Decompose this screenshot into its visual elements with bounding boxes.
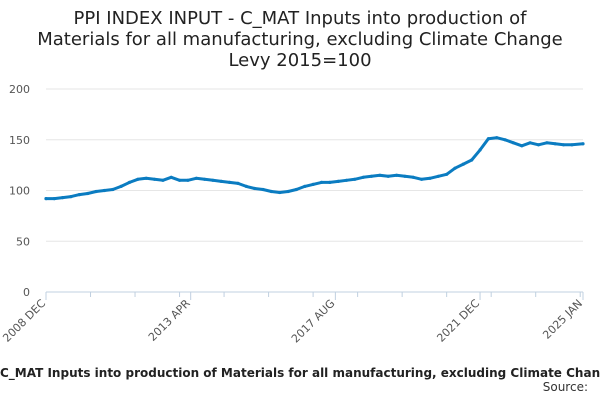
data-point[interactable] xyxy=(495,136,499,140)
data-point[interactable] xyxy=(111,187,115,192)
data-point[interactable] xyxy=(169,175,173,179)
data-point[interactable] xyxy=(228,180,232,184)
data-point[interactable] xyxy=(478,148,482,152)
x-tick-label: 2021 DEC xyxy=(434,297,482,345)
data-point[interactable] xyxy=(470,158,474,162)
y-tick-label: 100 xyxy=(9,185,30,198)
data-point[interactable] xyxy=(461,162,465,166)
data-point[interactable] xyxy=(236,181,240,185)
data-point[interactable] xyxy=(536,143,541,147)
data-point[interactable] xyxy=(545,141,549,145)
data-point[interactable] xyxy=(219,179,223,183)
data-point[interactable] xyxy=(102,188,106,193)
data-point[interactable] xyxy=(411,175,415,179)
data-point[interactable] xyxy=(511,141,515,145)
data-point[interactable] xyxy=(311,182,315,186)
data-point[interactable] xyxy=(77,193,81,197)
data-point[interactable] xyxy=(361,175,365,179)
data-point[interactable] xyxy=(303,184,307,188)
data-point[interactable] xyxy=(420,177,424,181)
data-point[interactable] xyxy=(144,176,148,180)
data-point[interactable] xyxy=(428,176,432,180)
x-tick-label: 2008 DEC xyxy=(0,297,48,345)
data-point[interactable] xyxy=(127,180,132,184)
data-point[interactable] xyxy=(269,189,273,194)
series-layer xyxy=(44,136,585,201)
data-point[interactable] xyxy=(378,173,382,177)
data-point[interactable] xyxy=(386,174,390,178)
data-point[interactable] xyxy=(278,190,282,195)
data-point[interactable] xyxy=(319,180,324,184)
legend-label: C_MAT Inputs into production of Material… xyxy=(0,366,600,380)
data-point[interactable] xyxy=(353,177,357,181)
chart-title: PPI INDEX INPUT - C_MAT Inputs into prod… xyxy=(0,8,600,71)
data-point[interactable] xyxy=(119,184,123,188)
data-point[interactable] xyxy=(553,142,557,146)
y-tick-label: 200 xyxy=(9,83,30,96)
x-axis: 0 50 100 150 200 2008 DEC 2013 APR 2017 AUG 2021… xyxy=(0,83,585,345)
series-line xyxy=(44,136,585,201)
data-point[interactable] xyxy=(486,137,490,141)
x-tick-label: 2013 APR xyxy=(146,297,193,344)
data-point[interactable] xyxy=(344,178,349,182)
data-point[interactable] xyxy=(328,180,332,184)
data-point[interactable] xyxy=(453,166,457,170)
y-tick-label: 150 xyxy=(9,134,30,147)
data-point[interactable] xyxy=(436,174,440,178)
data-point[interactable] xyxy=(136,177,140,181)
data-point[interactable] xyxy=(403,174,407,178)
legend: C_MAT Inputs into production of Material… xyxy=(0,364,600,382)
data-point[interactable] xyxy=(369,174,374,178)
data-point[interactable] xyxy=(520,144,524,148)
data-point[interactable] xyxy=(395,173,399,177)
chart-title-line-3: Levy 2015=100 xyxy=(228,50,372,71)
data-point[interactable] xyxy=(253,186,257,191)
data-point[interactable] xyxy=(244,184,248,188)
data-point[interactable] xyxy=(186,178,190,182)
data-point[interactable] xyxy=(286,189,290,194)
data-point[interactable] xyxy=(570,143,574,147)
data-point[interactable] xyxy=(581,142,585,146)
data-point[interactable] xyxy=(561,143,566,147)
data-point[interactable] xyxy=(528,141,532,145)
data-point[interactable] xyxy=(52,197,56,201)
gridlines xyxy=(46,88,583,242)
data-point[interactable] xyxy=(152,177,157,181)
data-point[interactable] xyxy=(86,191,90,196)
y-tick-label: 50 xyxy=(16,235,30,248)
source-label: Source: xyxy=(542,380,588,394)
x-tick-label: 2025 JAN xyxy=(540,297,585,342)
chart-title-line-2: Materials for all manufacturing, excludi… xyxy=(37,29,563,50)
data-point[interactable] xyxy=(178,178,182,182)
data-point[interactable] xyxy=(336,179,340,183)
x-tick-label: 2017 AUG xyxy=(289,297,338,346)
data-point[interactable] xyxy=(161,178,165,182)
y-tick-label: 0 xyxy=(23,286,30,299)
data-point[interactable] xyxy=(211,178,215,182)
data-point[interactable] xyxy=(94,189,98,194)
data-point[interactable] xyxy=(445,172,449,176)
data-point[interactable] xyxy=(44,197,48,201)
data-point[interactable] xyxy=(261,187,265,192)
chart-title-line-1: PPI INDEX INPUT - C_MAT Inputs into prod… xyxy=(73,8,527,29)
data-point[interactable] xyxy=(294,187,298,192)
data-point[interactable] xyxy=(61,196,65,200)
data-point[interactable] xyxy=(203,177,207,181)
data-point[interactable] xyxy=(503,138,507,142)
data-point[interactable] xyxy=(194,176,198,180)
data-point[interactable] xyxy=(69,195,73,199)
